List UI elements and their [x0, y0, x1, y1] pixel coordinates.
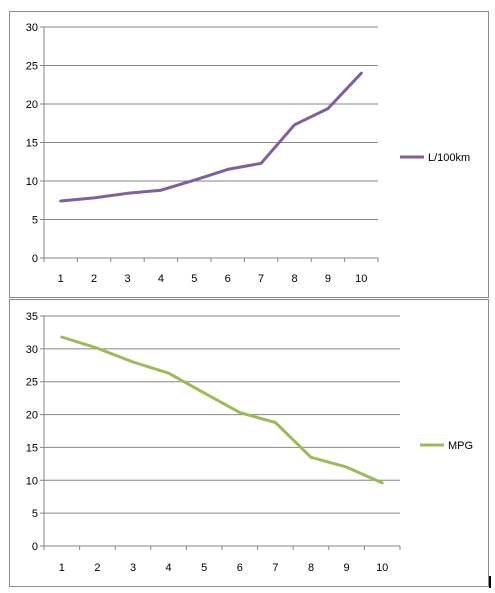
- legend-label-l100km: L/100km: [428, 152, 470, 164]
- text-cursor-mark: [489, 576, 491, 588]
- x-tick-label-8: 8: [308, 562, 314, 574]
- x-tick-label-6: 6: [237, 562, 243, 574]
- chart-panel-mpg: 0 5 10 15 20 25 30 35 1 2 3 4 5 6 7 8 9 10 MPG: [9, 299, 489, 587]
- x-tick-label-5: 5: [201, 562, 207, 574]
- x-tick-label-2: 2: [91, 273, 97, 285]
- x-tick-label-7: 7: [272, 562, 278, 574]
- x-tick-label-4: 4: [158, 273, 164, 285]
- x-tick-label-4: 4: [166, 562, 172, 574]
- x-tick-label-5: 5: [191, 273, 197, 285]
- y-tick-label-0: 0: [32, 253, 38, 265]
- x-tick-label-10: 10: [376, 562, 388, 574]
- y-tick-label-10: 10: [26, 176, 38, 188]
- y-tick-label-25: 25: [26, 61, 38, 73]
- y-tick-label-15: 15: [26, 138, 38, 150]
- x-tick-label-1: 1: [58, 273, 64, 285]
- chart-l100km: 0 5 10 15 20 25 30 1 2 3 4 5 6 7 8 9 10 L/100km: [26, 22, 470, 285]
- chart-panel-l100km: 0 5 10 15 20 25 30 1 2 3 4 5 6 7 8 9 10 L/100km: [9, 11, 489, 298]
- y-tick-label-5: 5: [32, 508, 38, 520]
- x-tick-label-9: 9: [344, 562, 350, 574]
- y-tick-label-15: 15: [26, 442, 38, 454]
- series-line-l100km: [59, 71, 363, 203]
- y-tick-label-5: 5: [32, 215, 38, 227]
- x-tick-label-1: 1: [59, 562, 65, 574]
- x-tick-label-8: 8: [291, 273, 297, 285]
- y-tick-label-10: 10: [26, 475, 38, 487]
- chart-mpg: 0 5 10 15 20 25 30 35 1 2 3 4 5 6 7 8 9 10 MPG: [26, 311, 473, 574]
- x-tick-label-2: 2: [94, 562, 100, 574]
- x-tick-label-7: 7: [258, 273, 264, 285]
- x-tick-label-3: 3: [130, 562, 136, 574]
- series-line-mpg: [60, 335, 384, 485]
- x-tick-label-9: 9: [325, 273, 331, 285]
- y-tick-label-20: 20: [26, 99, 38, 111]
- y-tick-label-20: 20: [26, 410, 38, 422]
- legend-label-mpg: MPG: [448, 440, 473, 452]
- y-tick-label-0: 0: [32, 541, 38, 553]
- x-tick-label-6: 6: [225, 273, 231, 285]
- y-tick-label-30: 30: [26, 344, 38, 356]
- y-tick-label-35: 35: [26, 311, 38, 323]
- y-tick-label-30: 30: [26, 22, 38, 34]
- x-tick-label-3: 3: [124, 273, 130, 285]
- y-tick-label-25: 25: [26, 377, 38, 389]
- x-tick-label-10: 10: [355, 273, 367, 285]
